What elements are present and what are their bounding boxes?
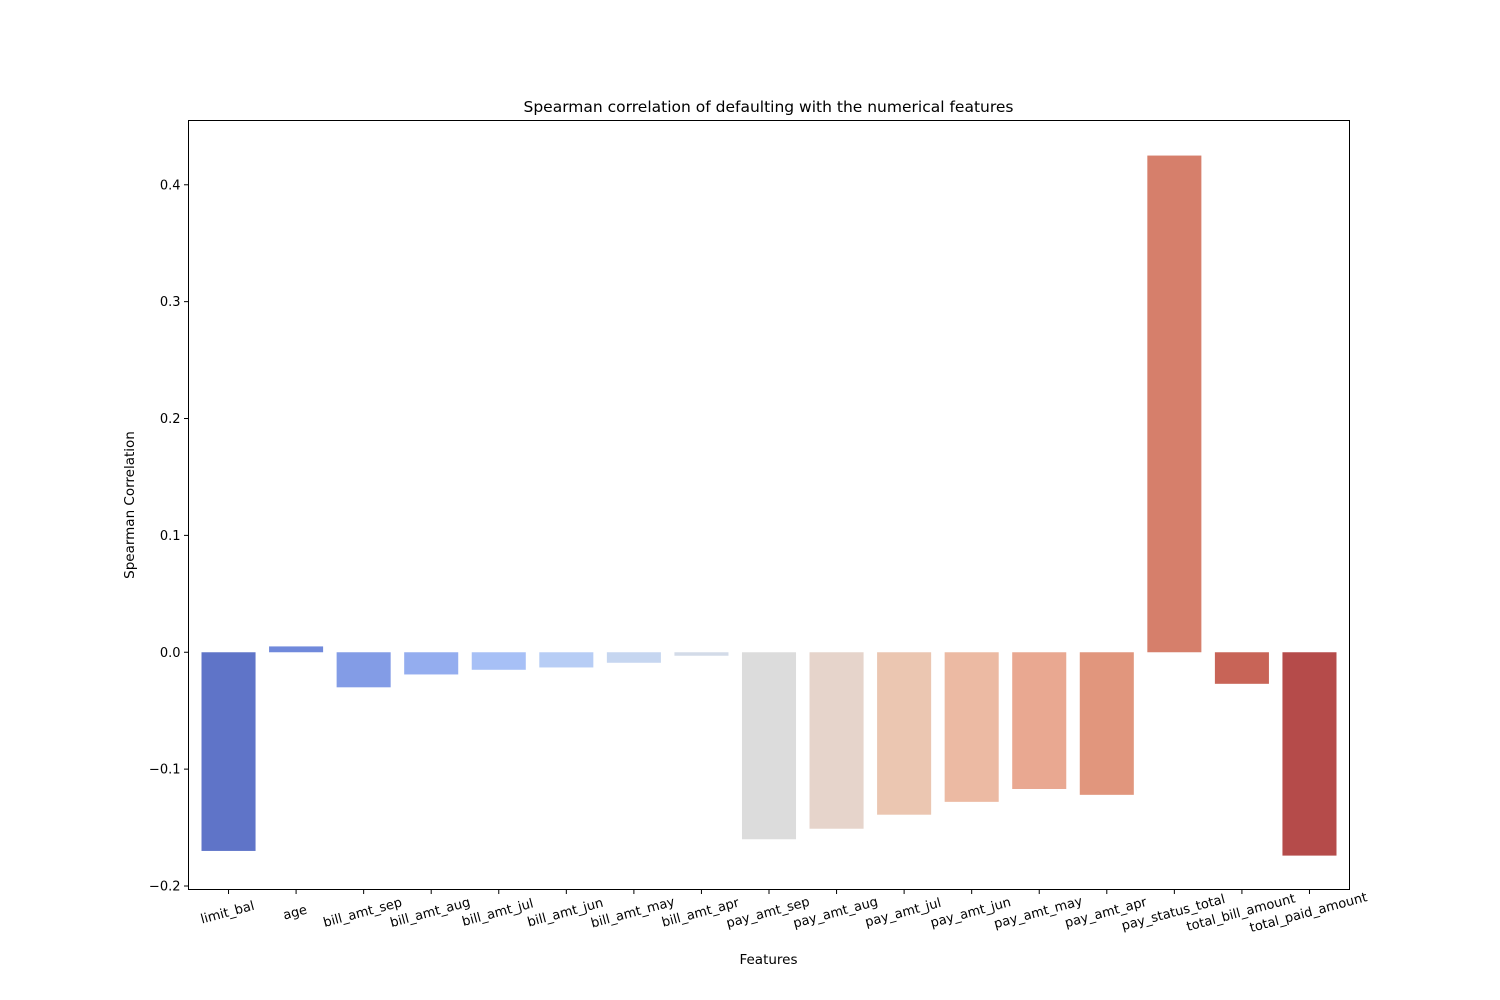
bar-age — [269, 646, 324, 653]
y-tick-label: 0.1 — [160, 529, 181, 544]
chart-title: Spearman correlation of defaulting with … — [524, 98, 1014, 116]
x-tick-label: age — [282, 903, 309, 924]
bar-pay-amt-apr — [1079, 652, 1134, 795]
bar-bill-amt-sep — [336, 652, 391, 688]
bar-pay-amt-jun — [944, 652, 999, 802]
bar-pay-amt-jul — [877, 652, 932, 815]
y-tick-label: −0.2 — [149, 879, 181, 894]
y-tick-label: 0.4 — [160, 178, 181, 193]
bar-bill-amt-jun — [539, 652, 594, 668]
y-tick-label: 0.2 — [160, 412, 181, 427]
bar-bill-amt-may — [606, 652, 661, 663]
bar-pay-amt-may — [1012, 652, 1067, 789]
bar-total-bill-amount — [1214, 652, 1269, 684]
y-axis: −0.2 −0.1 0.0 0.1 0.2 0.3 0.4 — [149, 178, 189, 894]
bar-pay-amt-sep — [741, 652, 797, 840]
y-tick-label: −0.1 — [149, 763, 181, 778]
y-axis-label: Spearman Correlation — [122, 431, 138, 579]
bar-total-paid-amount — [1282, 652, 1337, 856]
y-tick-label: 0.3 — [160, 295, 181, 310]
bar-pay-status-total — [1147, 155, 1202, 653]
x-axis-label: Features — [739, 952, 797, 968]
bar-bill-amt-jul — [471, 652, 526, 670]
bar-pay-amt-aug — [809, 652, 864, 829]
y-tick-label: 0.0 — [160, 646, 181, 661]
bar-limit-bal — [201, 652, 256, 851]
bars-group — [201, 155, 1337, 856]
plot-frame — [188, 120, 1350, 890]
bar-bill-amt-apr — [674, 652, 729, 656]
bar-bill-amt-aug — [404, 652, 459, 675]
